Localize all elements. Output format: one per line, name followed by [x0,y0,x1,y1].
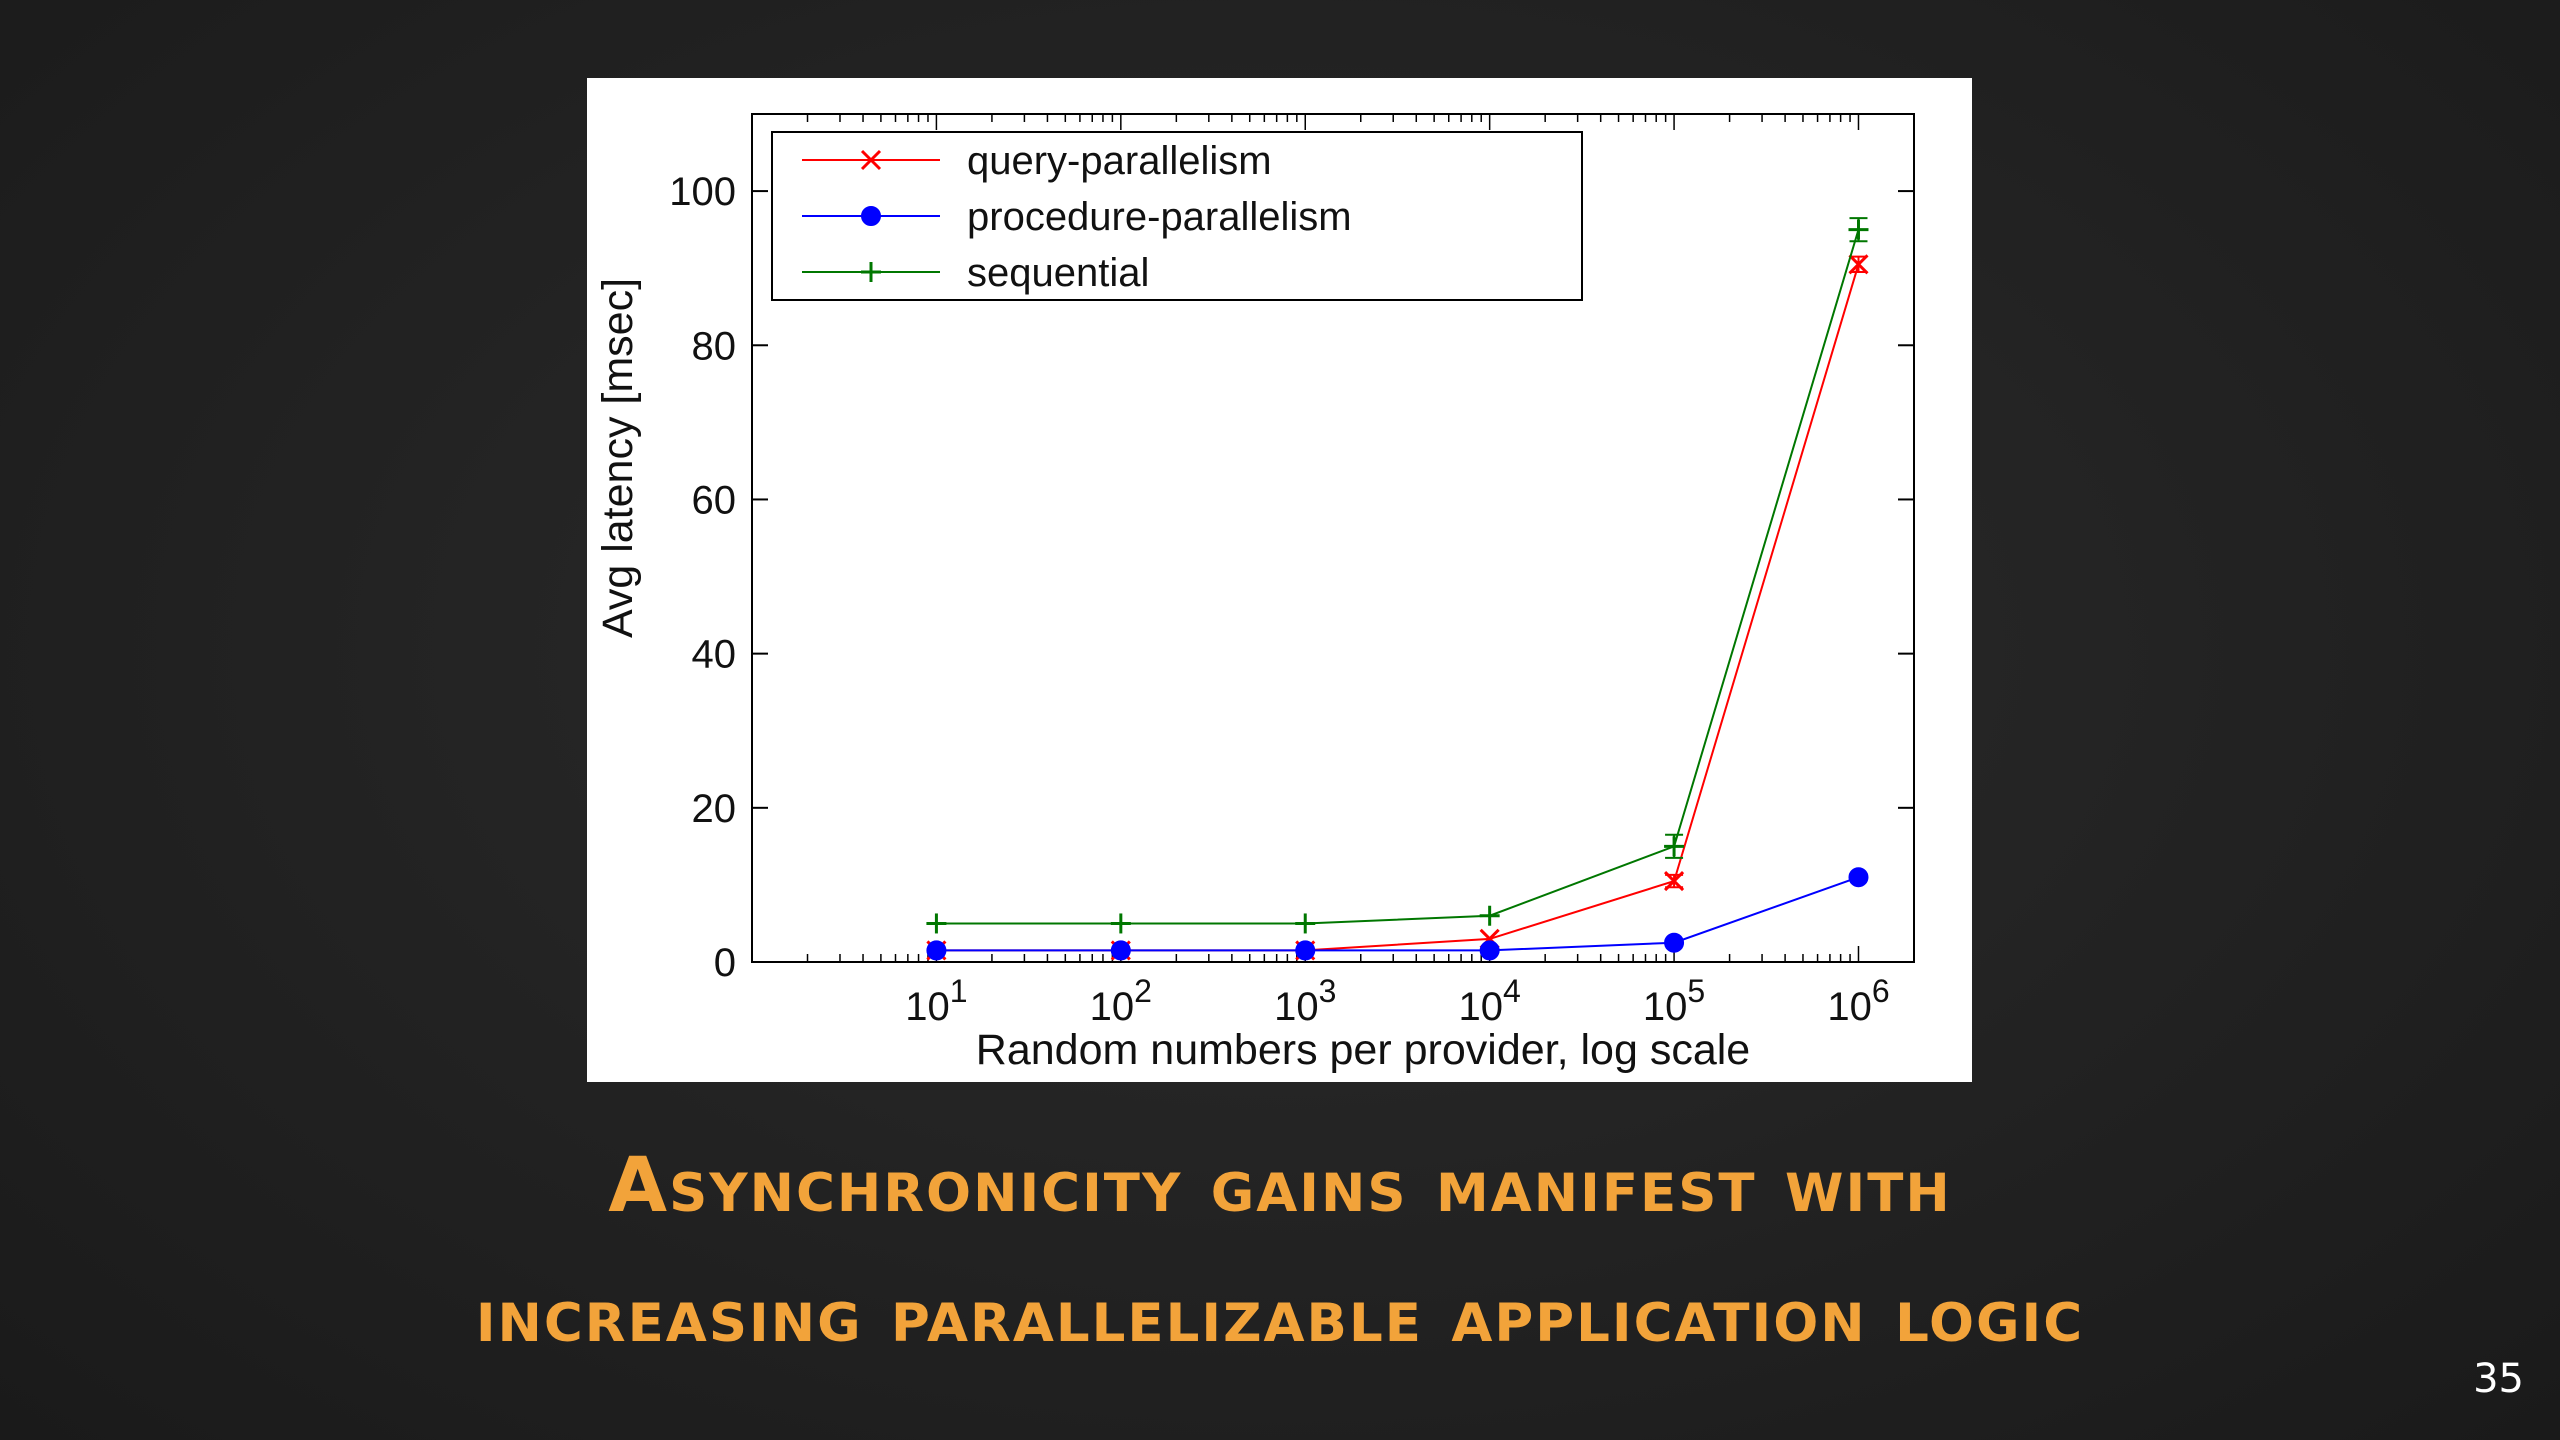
slide-caption: Asynchronicity gains manifest with incre… [0,1120,2560,1380]
data-point [1664,870,1685,892]
series-procedure-parallelism [926,867,1869,961]
legend-label: sequential [967,251,1149,295]
y-axis-label: Avg latency [msec] [594,278,642,638]
slide-number: 35 [2473,1356,2524,1402]
data-point [1848,219,1869,240]
marker-stroke [1848,254,1869,275]
x-tick-exponent: 1 [950,973,968,1009]
legend-marker [860,149,882,171]
y-tick-label: 60 [692,478,737,522]
x-tick-exponent: 2 [1134,973,1152,1009]
chart-panel: 0 20 40 60 80 100 101 102 103 104 105 106 Random num… [587,78,1972,1082]
data-point [1479,905,1500,926]
x-tick-base: 10 [1459,985,1504,1029]
marker-dot [1110,940,1131,961]
series-query-parallelism [926,254,1869,961]
data-point [1664,836,1685,857]
marker-dot [1848,867,1869,888]
caption-line-2: increasing parallelizable application lo… [475,1270,2085,1359]
x-tick-label: 102 [1090,973,1152,1029]
legend-marker [861,262,881,282]
x-tick-label: 106 [1827,973,1889,1029]
x-axis-label: Random numbers per provider, log scale [976,1026,1750,1074]
data-point [926,913,947,934]
data-point [926,940,947,961]
marker-stroke [1664,870,1685,892]
x-tick-base: 10 [1090,985,1135,1029]
y-tick-label: 80 [692,324,737,368]
x-tick-exponent: 3 [1319,973,1337,1009]
x-tick-exponent: 6 [1872,973,1890,1009]
data-point [1848,254,1869,275]
legend-label: procedure-parallelism [967,195,1352,239]
x-tick-label: 103 [1274,973,1336,1029]
data-point [1110,913,1131,934]
data-point [1479,940,1500,961]
legend-marker [861,206,881,226]
x-tick-exponent: 4 [1503,973,1521,1009]
legend: query-parallelism procedure-parallelism se… [771,131,1583,301]
marker-dot [1479,940,1500,961]
y-tick-label: 40 [692,633,737,677]
series-line [936,264,1860,952]
legend-label: query-parallelism [967,139,1272,183]
x-tick-exponent: 5 [1687,973,1705,1009]
x-tick-base: 10 [905,985,950,1029]
x-tick-label: 104 [1459,973,1521,1029]
marker-stroke [860,149,882,171]
data-point [1664,932,1685,953]
caption-line-1: Asynchronicity gains manifest with [608,1140,1952,1229]
x-tick-label: 101 [905,973,967,1029]
y-tick-label: 0 [714,941,736,985]
marker-dot [1664,932,1685,953]
marker-dot [1295,940,1316,961]
series-line [936,876,1859,952]
data-point [1848,867,1869,888]
marker-dot [926,940,947,961]
data-point [1295,913,1316,934]
marker-dot [861,206,881,226]
y-tick-label: 20 [692,787,737,831]
series-line [936,229,1860,925]
x-tick-label: 105 [1643,973,1705,1029]
x-tick-base: 10 [1827,985,1872,1029]
data-point [1295,940,1316,961]
series-sequential [926,217,1869,934]
y-tick-label: 100 [669,170,736,214]
plot-frame [751,113,1915,963]
x-tick-base: 10 [1643,985,1688,1029]
data-point [1110,940,1131,961]
x-tick-base: 10 [1274,985,1319,1029]
